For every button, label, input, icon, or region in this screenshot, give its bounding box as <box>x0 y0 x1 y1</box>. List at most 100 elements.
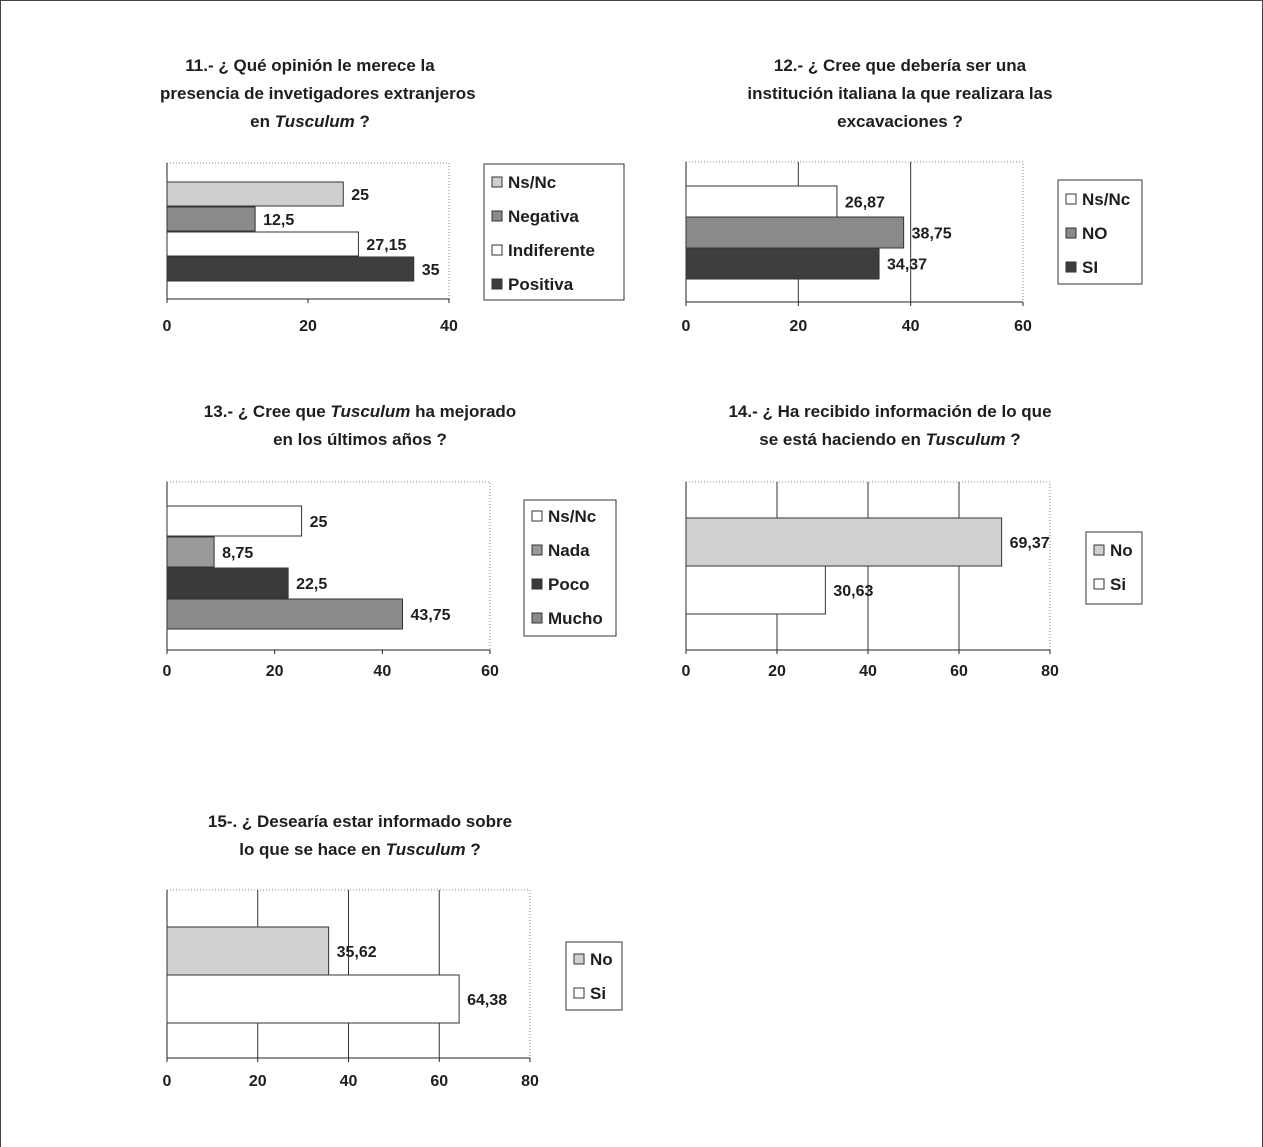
legend-box <box>483 163 625 301</box>
x-tick-label: 20 <box>768 663 786 680</box>
legend-label: No <box>1110 541 1133 560</box>
x-tick-label: 0 <box>163 663 172 680</box>
x-tick-label: 20 <box>299 318 317 335</box>
legend-swatch <box>531 544 543 556</box>
legend-box <box>1085 531 1143 605</box>
title-line: en los últimos años ? <box>273 430 447 449</box>
title-line: 14.- ¿ Ha recibido información de lo que <box>728 402 1052 421</box>
x-tick-label: 20 <box>249 1073 267 1090</box>
title-line: institución italiana la que realizara la… <box>747 84 1053 103</box>
x-tick-label: 0 <box>682 318 691 335</box>
x-tick-label: 80 <box>521 1073 539 1090</box>
bar-ns-nc <box>166 505 303 537</box>
x-tick-label: 60 <box>950 663 968 680</box>
bar-value-label: 35 <box>422 262 440 279</box>
title-line: presencia de invetigadores extranjeros <box>160 84 476 103</box>
legend-label: SI <box>1082 258 1098 277</box>
chart-15-title: 15-. ¿ Desearía estar informado sobre lo … <box>160 808 560 864</box>
legend-swatch <box>1093 578 1105 590</box>
chart-11-title: 11.- ¿ Qué opinión le merece la presencia… <box>160 52 476 136</box>
legend-label: Ns/Nc <box>548 507 596 526</box>
legend-swatch <box>1065 261 1077 273</box>
x-tick-label: 40 <box>340 1073 358 1090</box>
title-line: 12.- ¿ Cree que debería ser una <box>773 56 1027 75</box>
x-tick-label: 0 <box>163 1073 172 1090</box>
legend-label: Ns/Nc <box>1082 190 1130 209</box>
bar-value-label: 22,5 <box>296 576 327 593</box>
legend-label: Si <box>590 984 606 1003</box>
legend-swatch <box>531 612 543 624</box>
legend-label: Mucho <box>548 609 603 628</box>
bar-value-label: 38,75 <box>912 226 952 243</box>
x-tick-label: 40 <box>440 318 458 335</box>
bar-ns-nc <box>685 185 838 218</box>
x-tick-label: 40 <box>859 663 877 680</box>
legend-swatch <box>491 244 503 256</box>
title-line: se está haciendo en Tusculum ? <box>759 430 1021 449</box>
x-tick-label: 0 <box>682 663 691 680</box>
legend-swatch <box>1065 193 1077 205</box>
title-line: excavaciones ? <box>837 112 963 131</box>
chart-12-title: 12.- ¿ Cree que debería ser una instituci… <box>700 52 1100 136</box>
bar-nada <box>166 536 215 568</box>
title-line: 15-. ¿ Desearía estar informado sobre <box>207 812 513 831</box>
bar-value-label: 25 <box>310 514 328 531</box>
legend-swatch <box>573 987 585 999</box>
legend-swatch <box>531 578 543 590</box>
bar-value-label: 25 <box>351 187 369 204</box>
x-tick-label: 80 <box>1041 663 1059 680</box>
bar-mucho <box>166 598 404 630</box>
bar-no <box>166 926 330 976</box>
x-tick-label: 60 <box>1014 318 1032 335</box>
legend-box <box>565 941 623 1011</box>
x-tick-label: 0 <box>163 318 172 335</box>
bar-value-label: 30,63 <box>833 583 873 600</box>
legend-swatch <box>1065 227 1077 239</box>
bar-value-label: 34,37 <box>887 257 927 274</box>
legend-label: Negativa <box>508 207 579 226</box>
x-tick-label: 60 <box>430 1073 448 1090</box>
title-line: lo que se hace en Tusculum ? <box>239 840 481 859</box>
bar-value-label: 12,5 <box>263 212 294 229</box>
legend-swatch <box>531 510 543 522</box>
bar-no <box>685 517 1003 567</box>
bar-si <box>685 565 826 615</box>
x-tick-label: 20 <box>789 318 807 335</box>
bar-no <box>685 216 905 249</box>
legend-swatch <box>573 953 585 965</box>
x-tick-label: 20 <box>266 663 284 680</box>
x-tick-label: 40 <box>373 663 391 680</box>
bar-poco <box>166 567 289 599</box>
title-line: en Tusculum ? <box>250 112 370 131</box>
bar-value-label: 26,87 <box>845 195 885 212</box>
x-tick-label: 60 <box>481 663 499 680</box>
legend-label: No <box>590 950 613 969</box>
bar-value-label: 69,37 <box>1010 535 1050 552</box>
bar-ns-nc <box>166 181 344 207</box>
chart-13-title: 13.- ¿ Cree que Tusculum ha mejorado en l… <box>160 398 560 454</box>
bar-value-label: 27,15 <box>366 237 406 254</box>
title-line: 13.- ¿ Cree que Tusculum ha mejorado <box>203 402 517 421</box>
title-line: 11.- ¿ Qué opinión le merece la <box>185 56 435 75</box>
bar-indiferente <box>166 231 359 257</box>
legend-label: Ns/Nc <box>508 173 556 192</box>
legend-label: Nada <box>548 541 590 560</box>
bar-si <box>685 247 880 280</box>
bar-positiva <box>166 256 415 282</box>
legend-swatch <box>491 176 503 188</box>
legend-swatch <box>491 278 503 290</box>
chart-14-title: 14.- ¿ Ha recibido información de lo que… <box>690 398 1090 454</box>
legend-label: NO <box>1082 224 1108 243</box>
bar-value-label: 35,62 <box>337 944 377 961</box>
bar-value-label: 64,38 <box>467 992 507 1009</box>
legend-label: Indiferente <box>508 241 595 260</box>
bar-negativa <box>166 206 256 232</box>
legend-label: Si <box>1110 575 1126 594</box>
bar-value-label: 8,75 <box>222 545 253 562</box>
legend-swatch <box>1093 544 1105 556</box>
x-tick-label: 40 <box>902 318 920 335</box>
legend-label: Positiva <box>508 275 574 294</box>
legend-swatch <box>491 210 503 222</box>
bar-value-label: 43,75 <box>411 607 451 624</box>
